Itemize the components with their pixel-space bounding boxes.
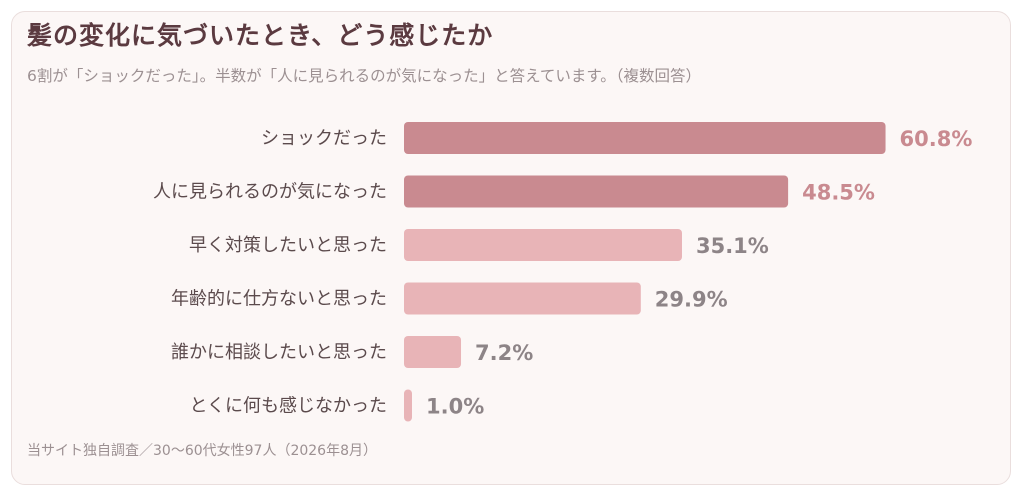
bar xyxy=(404,175,789,208)
category-label: 早く対策したいと思った xyxy=(189,235,387,256)
value-label: 35.1% xyxy=(696,234,769,258)
chart-subtitle: 6割が「ショックだった」。半数が「人に見られるのが気になった」と答えています。（… xyxy=(27,67,702,85)
source-note: 当サイト独自調査／30〜60代女性97人（2026年8月） xyxy=(27,443,377,459)
category-label: とくに何も感じなかった xyxy=(190,396,387,417)
category-label: 誰かに相談したいと思った xyxy=(171,342,387,363)
bar xyxy=(404,122,886,154)
bars-group: ショックだった 60.8% 人に見られるのが気になった 48.5% 早く対策したいと思っ… xyxy=(153,122,972,422)
category-label: ショックだった xyxy=(261,128,387,149)
category-label: 人に見られるのが気になった xyxy=(153,182,387,203)
value-label: 60.8% xyxy=(900,127,973,151)
value-label: 29.9% xyxy=(655,288,728,312)
bar xyxy=(404,389,412,422)
value-label: 48.5% xyxy=(802,181,875,205)
chart-title: 髪の変化に気づいたとき、どう感じたか xyxy=(27,21,494,50)
bar xyxy=(404,229,682,261)
bar xyxy=(404,336,462,368)
bar xyxy=(404,282,641,315)
category-label: 年齢的に仕方ないと思った xyxy=(171,289,387,310)
value-label: 7.2% xyxy=(475,341,533,365)
value-label: 1.0% xyxy=(426,395,484,419)
